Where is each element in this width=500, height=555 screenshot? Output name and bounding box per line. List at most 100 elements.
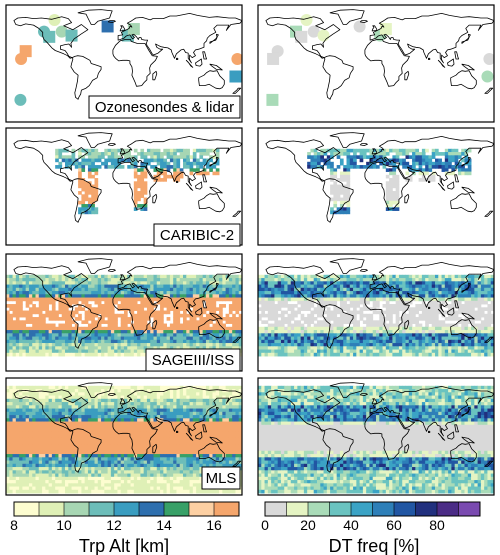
grid-cell bbox=[267, 304, 272, 308]
grid-cell bbox=[294, 320, 298, 324]
grid-cell bbox=[176, 323, 181, 328]
grid-cell bbox=[487, 326, 492, 331]
grid-cell bbox=[490, 346, 494, 350]
grid-cell bbox=[451, 291, 456, 295]
grid-cell bbox=[104, 326, 109, 331]
grid-cell bbox=[326, 294, 331, 298]
grid-cell bbox=[392, 294, 397, 298]
grid-cell bbox=[150, 304, 154, 308]
grid-cell bbox=[222, 408, 227, 413]
grid-cell bbox=[179, 307, 184, 311]
grid-cell bbox=[330, 187, 334, 192]
grid-cell bbox=[382, 281, 387, 285]
grid-cell bbox=[467, 158, 472, 163]
grid-cell bbox=[179, 326, 184, 331]
grid-cell bbox=[19, 284, 23, 289]
grid-cell bbox=[42, 395, 46, 400]
grid-cell bbox=[176, 339, 181, 344]
grid-cell bbox=[160, 398, 164, 403]
grid-cell bbox=[101, 343, 105, 347]
grid-cell bbox=[435, 336, 439, 341]
grid-cell bbox=[219, 278, 223, 282]
grid-cell bbox=[359, 152, 364, 156]
grid-cell bbox=[333, 300, 338, 305]
grid-cell bbox=[405, 343, 410, 347]
grid-cell bbox=[310, 346, 315, 350]
grid-cell bbox=[143, 187, 148, 192]
grid-cell bbox=[490, 291, 494, 295]
coastline bbox=[13, 139, 89, 182]
grid-cell bbox=[81, 389, 86, 393]
grid-cell bbox=[438, 326, 442, 331]
grid-cell bbox=[232, 278, 236, 282]
grid-cell bbox=[408, 336, 413, 341]
coastline bbox=[461, 312, 475, 320]
grid-cell bbox=[392, 274, 397, 279]
grid-cell bbox=[232, 304, 236, 308]
grid-cell bbox=[235, 297, 240, 302]
grid-cell bbox=[232, 281, 236, 285]
grid-cell bbox=[372, 297, 377, 302]
coastline bbox=[484, 336, 494, 343]
grid-cell bbox=[421, 349, 426, 354]
grid-cell bbox=[369, 294, 374, 298]
grid-cell bbox=[313, 352, 318, 357]
grid-cell bbox=[444, 294, 449, 298]
grid-cell bbox=[143, 204, 148, 208]
grid-cell bbox=[287, 339, 292, 344]
grid-cell bbox=[87, 408, 92, 413]
grid-cell bbox=[349, 336, 354, 341]
grid-cell bbox=[471, 304, 475, 308]
grid-cell bbox=[294, 294, 298, 298]
grid-cell bbox=[48, 291, 53, 295]
grid-cell bbox=[362, 291, 367, 295]
coastline bbox=[119, 274, 126, 281]
grid-cell bbox=[97, 326, 102, 331]
grid-cell bbox=[290, 307, 295, 311]
grid-cell bbox=[6, 320, 10, 324]
grid-cell bbox=[232, 294, 236, 298]
grid-cell bbox=[382, 161, 387, 166]
grid-cell bbox=[153, 294, 158, 298]
grid-cell bbox=[392, 287, 397, 292]
grid-cell bbox=[369, 343, 374, 347]
grid-cell bbox=[110, 389, 115, 393]
grid-cell bbox=[477, 323, 482, 328]
grid-cell bbox=[91, 339, 95, 344]
grid-cell bbox=[104, 300, 109, 305]
grid-cell bbox=[362, 326, 367, 331]
grid-cell bbox=[186, 291, 190, 295]
grid-cell bbox=[176, 307, 181, 311]
grid-cell bbox=[124, 408, 128, 413]
grid-cell bbox=[94, 197, 99, 202]
grid-cell bbox=[107, 330, 112, 334]
grid-cell bbox=[199, 281, 204, 285]
grid-cell bbox=[372, 300, 377, 305]
grid-cell bbox=[110, 281, 115, 285]
grid-cell bbox=[61, 313, 66, 318]
grid-cell bbox=[192, 392, 197, 396]
grid-cell bbox=[294, 310, 298, 315]
grid-cell bbox=[97, 343, 102, 347]
grid-cell bbox=[258, 326, 262, 331]
grid-cell bbox=[104, 402, 109, 406]
grid-cell bbox=[212, 330, 217, 334]
grid-cell bbox=[274, 278, 279, 282]
grid-cell bbox=[120, 339, 125, 344]
grid-cell bbox=[153, 274, 158, 279]
grid-cell bbox=[51, 402, 56, 406]
grid-cell bbox=[438, 158, 442, 163]
grid-cell bbox=[117, 339, 122, 344]
grid-cell bbox=[222, 278, 227, 282]
grid-cell bbox=[38, 352, 43, 357]
grid-cell bbox=[140, 178, 145, 182]
grid-cell bbox=[163, 330, 168, 334]
grid-cell bbox=[346, 339, 351, 344]
grid-cell bbox=[78, 333, 82, 337]
grid-cell bbox=[405, 284, 410, 289]
grid-cell bbox=[267, 297, 272, 302]
grid-cell bbox=[146, 274, 151, 279]
grid-cell bbox=[441, 300, 446, 305]
grid-cell bbox=[330, 191, 334, 195]
grid-cell bbox=[425, 287, 429, 292]
